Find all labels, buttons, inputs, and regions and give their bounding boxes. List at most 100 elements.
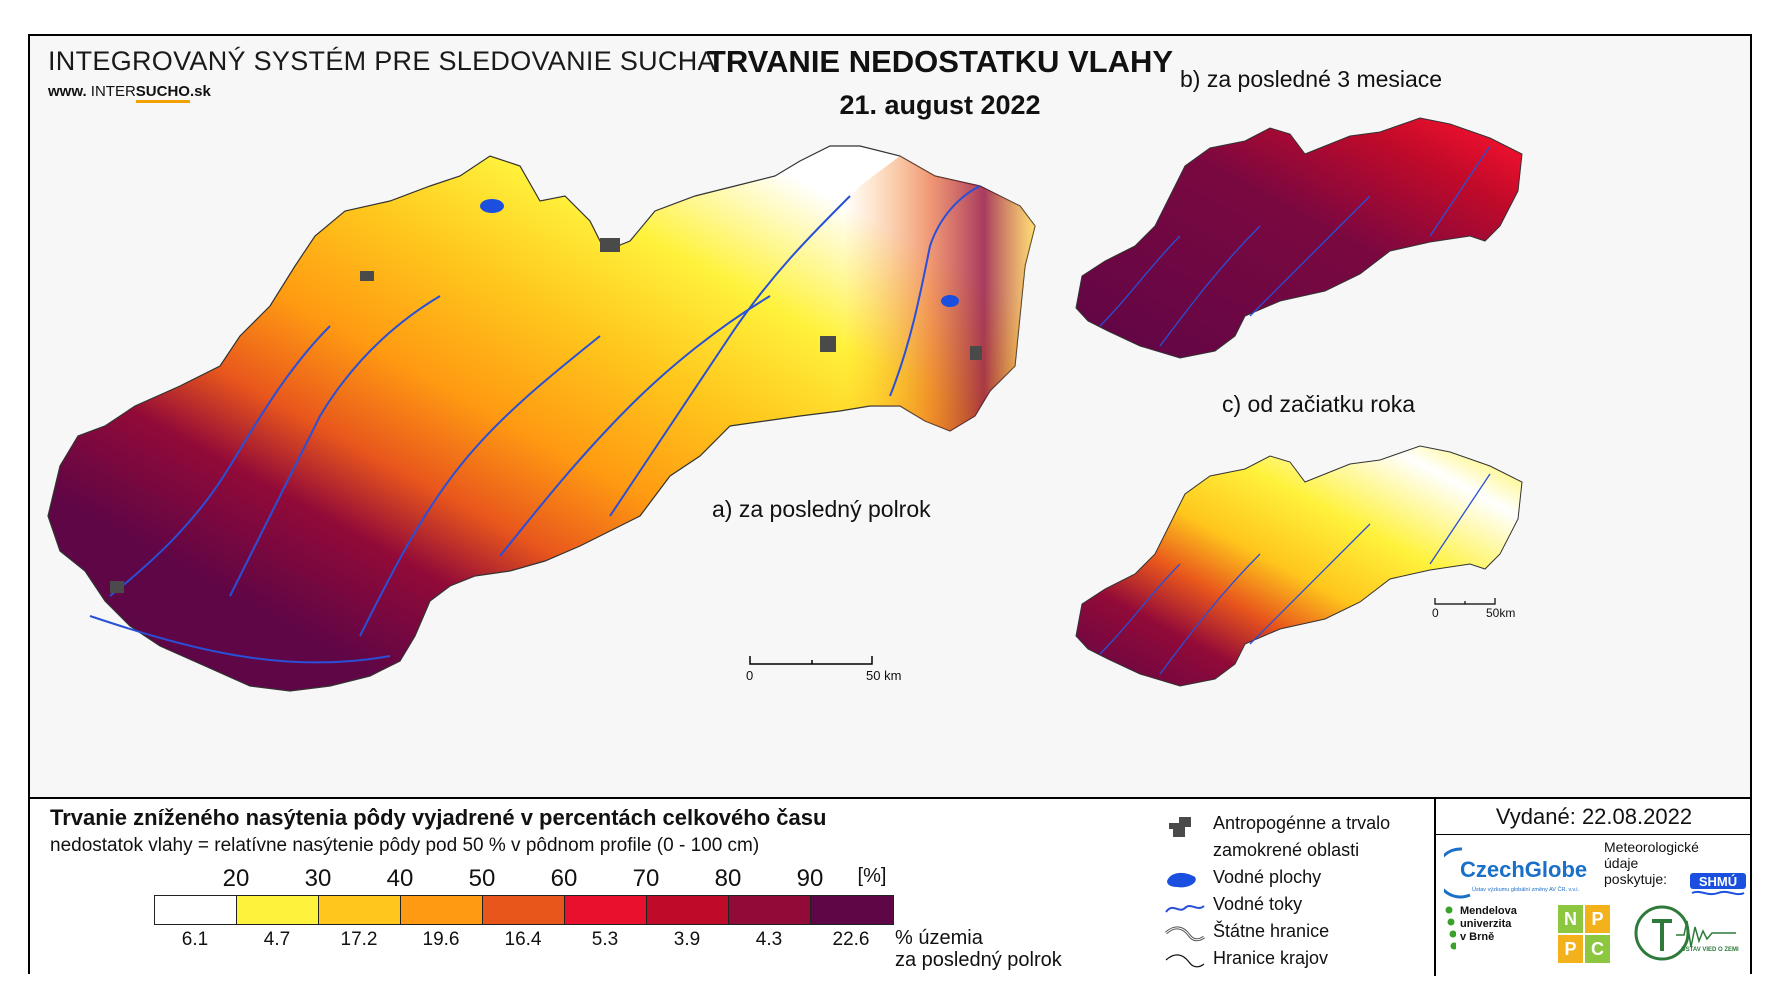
colorbar-swatch [319, 896, 401, 924]
map-date: 21. august 2022 [839, 90, 1041, 120]
river-line [229, 295, 441, 597]
tick-label: 40 [386, 865, 414, 892]
rivers-b [1099, 145, 1491, 347]
anthropogenic-area [110, 581, 124, 593]
panel-a-label: a) za posledný polrok [712, 496, 931, 522]
issued-box: Vydané: 22.08.2022 CzechGlobe Ústav výzk… [1434, 799, 1752, 976]
scale-main-end: 50 km [866, 668, 902, 683]
website-accent: SUCHO [135, 83, 190, 103]
colorbar-ticks: 20 30 40 50 60 70 80 90 [%] [154, 865, 914, 893]
water-body [941, 295, 959, 307]
map-panel-c [1075, 445, 1523, 687]
territory-percent: 22.6 [832, 929, 870, 950]
czechglobe-logo[interactable]: CzechGlobe Ústav výzkumu globální změny … [1444, 843, 1604, 899]
water-bodies-a [480, 199, 959, 307]
slovakia-shape-c [1075, 445, 1523, 687]
symbol-row-state-border: Štátne hranice [1165, 921, 1390, 948]
scale-small-start: 0 [1432, 606, 1439, 620]
czechglobe-name: CzechGlobe [1460, 857, 1587, 882]
territory-label-line: % územia [895, 927, 983, 949]
tick-label: 80 [714, 865, 742, 892]
anthropogenic-area [360, 271, 374, 281]
mendel-line: v Brně [1460, 931, 1495, 943]
scale-main-start: 0 [746, 668, 754, 683]
tick-unit: [%] [857, 865, 887, 887]
nppc-logo[interactable]: N P P C [1558, 905, 1610, 963]
colorbar-swatch [647, 896, 729, 924]
scale-bar-main [749, 656, 873, 665]
nppc-letter: P [1585, 905, 1610, 933]
uvz-logo[interactable]: ÚSTAV VIED O ZEMI [1632, 903, 1740, 967]
meteo-line: poskytuje: [1604, 871, 1668, 887]
river-line [1099, 563, 1181, 655]
legend-subtitle: nedostatok vlahy = relatívne nasýtenie p… [50, 835, 760, 856]
header-left: INTEGROVANÝ SYSTÉM PRE SLEDOVANIE SUCHA … [48, 46, 716, 103]
map-frame: INTEGROVANÝ SYSTÉM PRE SLEDOVANIE SUCHA … [28, 34, 1752, 976]
symbol-legend: Antropogénne a trvalo zamokrené oblasti … [1165, 813, 1390, 975]
slovakia-shape-b [1075, 117, 1523, 359]
river-line [609, 195, 851, 517]
scale-bar-line [1434, 598, 1496, 605]
symbol-row-anthropogenic: Antropogénne a trvalo [1165, 813, 1390, 840]
website-mid: INTER [90, 83, 136, 100]
anthropogenic-area [600, 238, 620, 252]
symbol-label: Vodné toky [1213, 894, 1303, 914]
anthropogenic-area [820, 336, 836, 352]
symbol-row-water-stream: Vodné toky [1165, 894, 1390, 921]
symbol-row-water-body: Vodné plochy [1165, 867, 1390, 894]
river-line [89, 615, 391, 664]
water-body [480, 199, 504, 213]
river-line [1249, 523, 1371, 645]
territory-percent: 3.9 [673, 929, 701, 950]
panel-c-label: c) od začiatku roka [1222, 391, 1416, 417]
river-line [109, 325, 331, 597]
river-line [1159, 553, 1261, 675]
panel-b-label: b) za posledné 3 mesiace [1180, 66, 1443, 92]
meteo-provider: Meteorologické údaje poskytuje: [1604, 839, 1699, 887]
mendel-dots-icon [1445, 906, 1456, 950]
mendel-logo[interactable]: Mendelova univerzita v Brně [1445, 905, 1517, 950]
territory-percent-row: 6.1 4.7 17.2 19.6 16.4 5.3 3.9 4.3 22.6 [154, 929, 892, 951]
tick-label: 60 [550, 865, 578, 892]
river-line [1429, 145, 1491, 237]
colorbar-swatch [237, 896, 319, 924]
scale-bar-small [1434, 598, 1496, 605]
website-suffix: .sk [189, 83, 211, 100]
colorbar-swatch [565, 896, 647, 924]
nppc-letter: N [1558, 905, 1583, 933]
river-line [1249, 195, 1371, 317]
symbol-label: Hranice krajov [1213, 948, 1329, 968]
territory-percent: 16.4 [504, 929, 542, 950]
map-title: TRVANIE NEDOSTATKU VLAHY [706, 44, 1174, 79]
tick-label: 90 [796, 865, 824, 892]
colorbar-swatch [729, 896, 811, 924]
map-panel-a [47, 145, 1036, 692]
territory-percent: 6.1 [181, 929, 209, 950]
tick-label: 20 [222, 865, 250, 892]
region-border-icon [1165, 954, 1205, 968]
rivers-a [89, 185, 981, 664]
shmu-logo[interactable]: SHMÚ [1688, 865, 1748, 901]
water-body-icon [1167, 872, 1196, 888]
uvz-text: ÚSTAV VIED O ZEMI [1681, 946, 1739, 953]
symbol-label: Antropogénne a trvalo [1213, 813, 1391, 833]
tick-label: 70 [632, 865, 660, 892]
colorbar-swatch [811, 896, 893, 924]
shmu-text: SHMÚ [1699, 874, 1737, 889]
mendel-line: univerzita [1460, 918, 1512, 930]
issued-date: Vydané: 22.08.2022 [1436, 804, 1752, 835]
maps-canvas [47, 117, 1523, 692]
territory-label: % územia za posledný polrok [895, 927, 1062, 971]
title-block: TRVANIE NEDOSTATKU VLAHY 21. august 2022 [630, 44, 1250, 121]
river-line [499, 295, 771, 557]
territory-percent: 5.3 [591, 929, 619, 950]
territory-label-line: za posledný polrok [895, 949, 1062, 971]
nppc-letter: P [1558, 935, 1583, 963]
symbol-row-anthropogenic-2: zamokrené oblasti [1165, 840, 1390, 867]
website-link[interactable]: www. INTERSUCHO.sk [48, 83, 716, 103]
river-line [1159, 225, 1261, 347]
anthropogenic-area-icon [1169, 817, 1191, 837]
river-line [1429, 473, 1491, 565]
anthropogenic-area [970, 346, 982, 360]
symbol-row-region-border: Hranice krajov [1165, 948, 1390, 975]
